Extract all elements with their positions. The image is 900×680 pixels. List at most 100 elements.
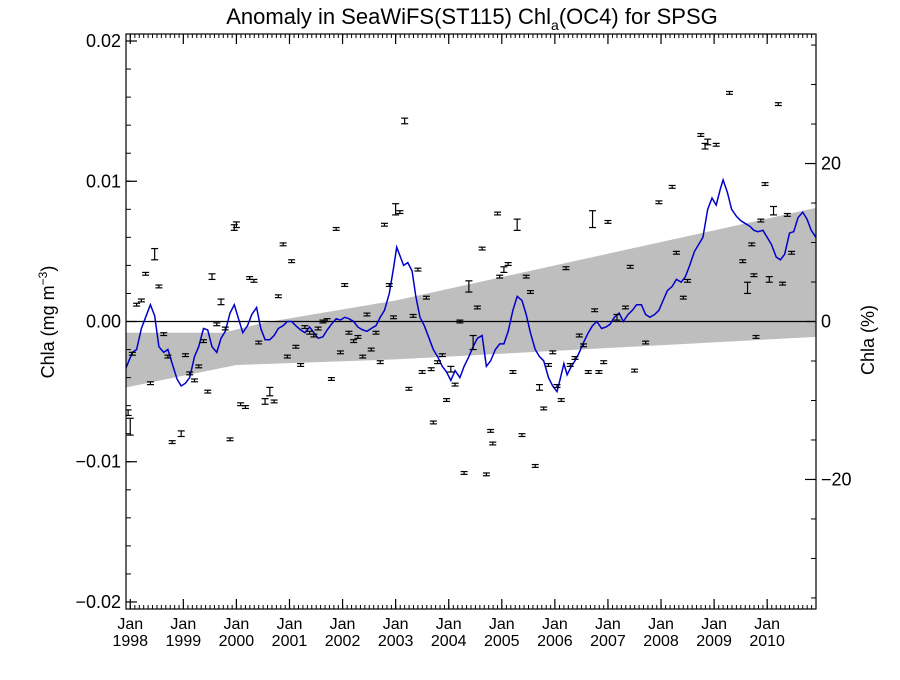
title-subscript: a	[551, 17, 559, 33]
data-point-errorbar	[443, 398, 451, 403]
data-point-errorbar	[354, 334, 362, 339]
data-point-errorbar	[414, 267, 422, 272]
y2-tick-label: 0	[821, 312, 831, 332]
trend-band	[126, 207, 816, 388]
data-point-errorbar	[126, 409, 132, 417]
data-point-errorbar	[704, 138, 712, 146]
data-point-errorbar	[221, 326, 229, 331]
data-point-errorbar	[473, 305, 481, 310]
data-point-errorbar	[549, 350, 557, 355]
data-point-errorbar	[591, 308, 599, 313]
data-point-errorbar	[575, 333, 583, 338]
data-point-errorbar	[385, 283, 393, 288]
data-point-errorbar	[562, 266, 570, 271]
data-point-errorbar	[589, 210, 597, 229]
data-point-errorbar	[359, 354, 367, 359]
data-point-errorbar	[213, 322, 221, 327]
data-point-errorbar	[621, 305, 629, 310]
data-point-errorbar	[482, 472, 490, 477]
data-point-errorbar	[447, 365, 455, 373]
data-point-errorbar	[341, 283, 349, 288]
data-point-errorbar	[522, 274, 530, 279]
data-point-errorbar	[418, 369, 426, 374]
data-point-errorbar	[584, 369, 592, 374]
data-point-errorbar	[350, 339, 358, 344]
data-point-errorbar	[396, 210, 404, 215]
x-tick-year-label: 2002	[325, 633, 361, 650]
x-tick-month-label: Jan	[383, 616, 409, 633]
data-point-errorbar	[783, 212, 791, 217]
data-point-errorbar	[168, 440, 176, 445]
data-point-errorbar	[279, 242, 287, 247]
data-point-errorbar	[535, 384, 543, 391]
data-point-errorbar	[332, 226, 340, 231]
data-point-errorbar	[310, 333, 318, 338]
data-point-errorbar	[465, 280, 473, 293]
data-point-errorbar	[739, 259, 747, 264]
x-tick-month-label: Jan	[701, 616, 727, 633]
data-point-errorbar	[518, 433, 526, 438]
data-point-errorbar	[390, 315, 398, 320]
data-point-errorbar	[266, 386, 274, 397]
data-point-errorbar	[451, 382, 459, 387]
x-tick-year-label: 2010	[749, 633, 785, 650]
data-point-errorbar	[489, 441, 497, 446]
data-point-errorbar	[151, 247, 159, 261]
data-point-errorbar	[761, 182, 769, 187]
y-tick-label: 0.02	[86, 31, 121, 51]
data-point-errorbar	[314, 326, 322, 331]
title-text: Anomaly in SeaWiFS(ST115) Chl	[226, 4, 551, 29]
x-tick-year-label: 2005	[484, 633, 520, 650]
x-tick-year-label: 1998	[112, 633, 148, 650]
data-point-errorbar	[750, 273, 758, 278]
y-tick-label: 0.00	[86, 312, 121, 332]
y2-tick-label: 20	[821, 154, 841, 174]
data-point-errorbar	[160, 332, 168, 337]
data-point-errorbar	[500, 266, 508, 274]
data-point-errorbar	[255, 340, 263, 345]
data-point-errorbar	[526, 290, 534, 295]
data-point-errorbar	[232, 221, 240, 229]
data-point-errorbar	[422, 295, 430, 300]
data-point-errorbar	[460, 470, 468, 475]
data-point-errorbar	[672, 250, 680, 255]
data-point-errorbar	[155, 284, 163, 289]
data-point-errorbar	[642, 340, 650, 345]
data-point-errorbar	[513, 218, 521, 231]
data-point-errorbar	[770, 205, 778, 216]
y-tick-label: 0.01	[86, 171, 121, 191]
data-point-errorbar	[748, 242, 756, 247]
data-point-errorbar	[757, 218, 765, 223]
plot-clipped-group	[126, 90, 816, 477]
data-point-errorbar	[613, 313, 621, 321]
data-point-errorbar	[434, 360, 442, 365]
data-point-errorbar	[367, 347, 375, 352]
data-point-errorbar	[376, 360, 384, 365]
title-text-rest: (OC4) for SPSG	[559, 4, 718, 29]
data-point-errorbar	[788, 250, 796, 255]
data-point-errorbar	[301, 325, 309, 330]
x-tick-year-label: 2004	[431, 633, 467, 650]
data-point-errorbar	[363, 312, 371, 317]
data-point-errorbar	[494, 211, 502, 216]
x-tick-year-label: 2007	[590, 633, 626, 650]
data-point-errorbar	[626, 264, 634, 269]
data-point-errorbar	[319, 319, 327, 324]
x-tick-month-label: Jan	[330, 616, 356, 633]
data-point-errorbar	[752, 334, 760, 339]
data-point-errorbar	[531, 463, 539, 468]
data-point-errorbar	[336, 350, 344, 355]
y-axis-title-superscript: −3	[36, 271, 50, 285]
x-tick-year-label: 2003	[378, 633, 414, 650]
y2-axis-title: Chla (%)	[858, 305, 878, 375]
data-point-errorbar	[427, 367, 435, 372]
data-point-errorbar	[274, 294, 282, 299]
data-point-errorbar	[323, 318, 331, 323]
data-point-errorbar	[496, 274, 504, 279]
data-point-errorbar	[456, 319, 464, 324]
x-tick-month-label: Jan	[224, 616, 250, 633]
data-point-errorbar	[409, 313, 417, 318]
data-point-errorbar	[684, 278, 692, 283]
data-point-errorbar	[142, 271, 150, 276]
